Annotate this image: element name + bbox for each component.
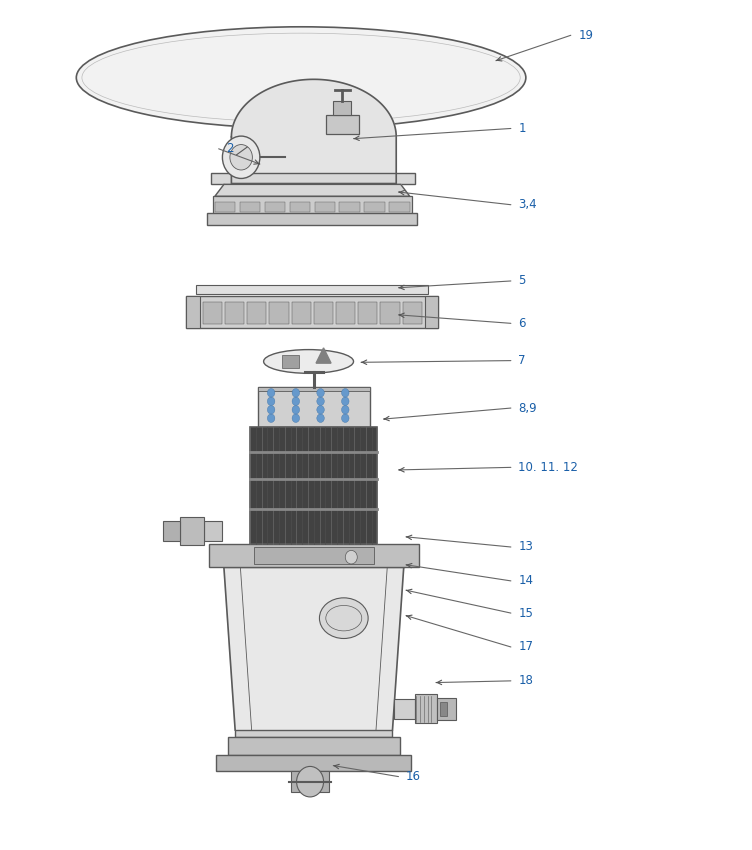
- Bar: [339, 202, 360, 212]
- Bar: [438, 698, 456, 720]
- Bar: [269, 302, 289, 324]
- Bar: [365, 202, 385, 212]
- Text: 17: 17: [518, 640, 533, 654]
- Bar: [440, 702, 447, 716]
- Bar: [291, 771, 329, 792]
- Circle shape: [292, 405, 299, 414]
- Text: 19: 19: [578, 29, 593, 42]
- Bar: [163, 521, 180, 541]
- Ellipse shape: [264, 349, 353, 373]
- Bar: [209, 544, 419, 567]
- Bar: [390, 202, 410, 212]
- Polygon shape: [232, 79, 396, 184]
- Bar: [235, 730, 393, 737]
- Circle shape: [230, 144, 253, 170]
- Bar: [394, 699, 415, 719]
- Bar: [290, 202, 310, 212]
- Bar: [203, 302, 222, 324]
- Bar: [314, 202, 335, 212]
- Bar: [250, 427, 378, 544]
- Circle shape: [341, 405, 349, 414]
- Circle shape: [345, 551, 357, 564]
- Text: 13: 13: [518, 541, 533, 553]
- Text: 14: 14: [518, 575, 533, 587]
- Bar: [381, 302, 399, 324]
- Text: 2: 2: [226, 142, 234, 156]
- Circle shape: [268, 397, 274, 405]
- Bar: [204, 521, 223, 541]
- Circle shape: [268, 388, 274, 397]
- Bar: [186, 296, 200, 328]
- Bar: [333, 101, 351, 115]
- Circle shape: [317, 388, 324, 397]
- Circle shape: [223, 136, 260, 178]
- Bar: [254, 547, 374, 564]
- Circle shape: [296, 767, 323, 797]
- Bar: [211, 173, 415, 184]
- Bar: [180, 517, 204, 546]
- Circle shape: [292, 388, 299, 397]
- Text: 7: 7: [518, 354, 526, 367]
- Circle shape: [268, 405, 274, 414]
- Text: 16: 16: [406, 770, 421, 783]
- Text: 10. 11. 12: 10. 11. 12: [518, 461, 578, 473]
- Bar: [217, 756, 411, 771]
- Bar: [225, 302, 244, 324]
- Bar: [415, 694, 438, 723]
- Bar: [402, 302, 422, 324]
- Text: 1: 1: [518, 122, 526, 135]
- Bar: [215, 202, 235, 212]
- Bar: [282, 354, 299, 368]
- Bar: [258, 387, 370, 427]
- Circle shape: [292, 414, 299, 422]
- Circle shape: [341, 397, 349, 405]
- Ellipse shape: [320, 598, 368, 638]
- Bar: [228, 737, 400, 756]
- Bar: [213, 196, 412, 215]
- Bar: [258, 387, 370, 391]
- Bar: [186, 296, 438, 328]
- Text: 6: 6: [518, 317, 526, 330]
- Bar: [247, 302, 266, 324]
- Bar: [326, 115, 359, 133]
- Bar: [265, 202, 285, 212]
- Circle shape: [341, 388, 349, 397]
- Polygon shape: [215, 184, 410, 196]
- Text: 15: 15: [518, 607, 533, 620]
- Bar: [196, 286, 429, 294]
- Circle shape: [292, 397, 299, 405]
- Bar: [425, 296, 438, 328]
- Bar: [336, 302, 355, 324]
- Bar: [208, 213, 417, 225]
- Text: 3,4: 3,4: [518, 198, 537, 211]
- Circle shape: [317, 405, 324, 414]
- Circle shape: [341, 414, 349, 422]
- Ellipse shape: [76, 27, 526, 128]
- Text: 8,9: 8,9: [518, 401, 537, 415]
- Bar: [314, 302, 333, 324]
- Polygon shape: [224, 567, 404, 730]
- Bar: [292, 302, 311, 324]
- Circle shape: [317, 397, 324, 405]
- Polygon shape: [316, 348, 331, 363]
- Bar: [358, 302, 378, 324]
- Circle shape: [317, 414, 324, 422]
- Text: 18: 18: [518, 674, 533, 688]
- Bar: [240, 202, 260, 212]
- Text: 5: 5: [518, 275, 526, 287]
- Circle shape: [268, 414, 274, 422]
